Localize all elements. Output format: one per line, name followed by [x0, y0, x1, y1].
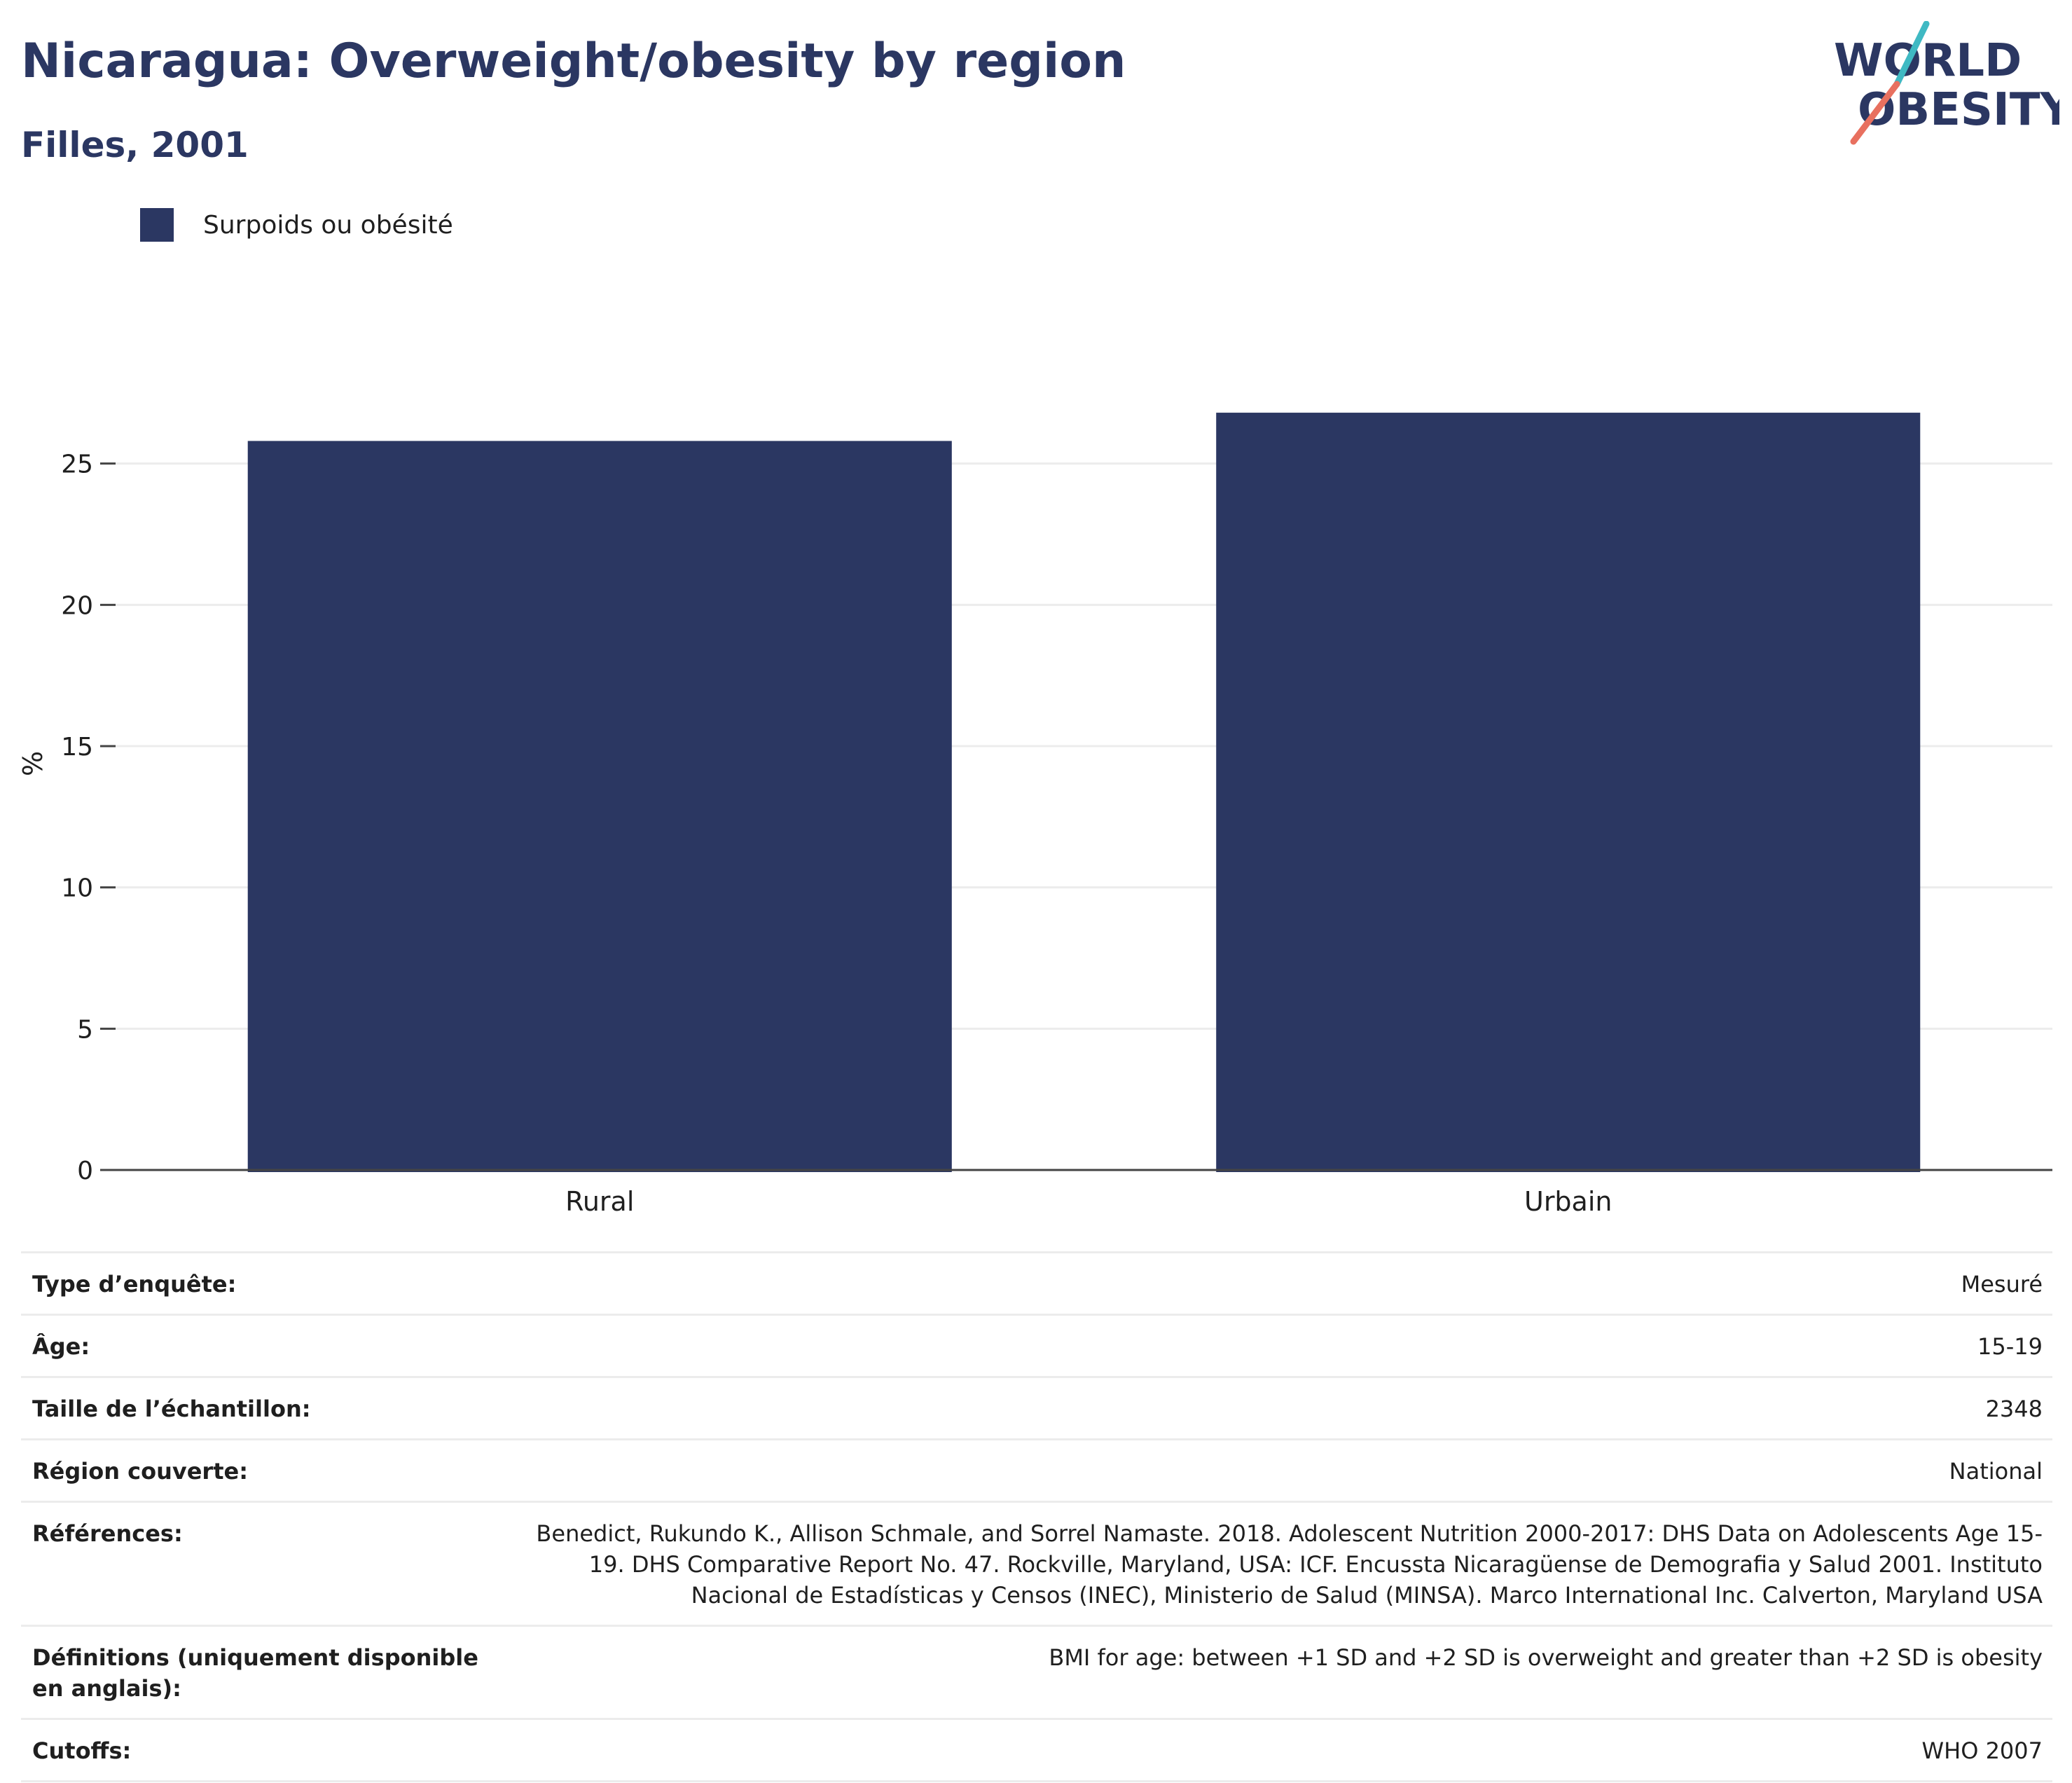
info-row: Définitions (uniquement disponible en an… — [21, 1625, 2052, 1720]
info-row: Taille de l’échantillon: 2348 — [21, 1377, 2052, 1440]
info-value: 15-19 — [490, 1314, 2052, 1378]
chart-legend: Surpoids ou obésité — [140, 207, 453, 242]
info-key: Définitions (uniquement disponible en an… — [21, 1625, 490, 1720]
info-value: BMI for age: between +1 SD and +2 SD is … — [490, 1625, 2052, 1720]
info-value: Benedict, Rukundo K., Allison Schmale, a… — [490, 1501, 2052, 1627]
x-axis-ticks: Rural Urbain — [565, 1186, 1612, 1217]
info-key: Références: — [21, 1501, 490, 1627]
y-tick-label: 25 — [61, 450, 93, 479]
info-row: Région couverte: National — [21, 1439, 2052, 1503]
y-axis-label: % — [18, 751, 48, 776]
info-row: Références: Benedict, Rukundo K., Allison… — [21, 1501, 2052, 1627]
info-row: Âge: 15-19 — [21, 1314, 2052, 1378]
info-key: Taille de l’échantillon: — [21, 1377, 490, 1440]
y-tick-label: 15 — [61, 733, 93, 762]
legend-label: Surpoids ou obésité — [203, 210, 453, 240]
info-key: Cutoffs: — [21, 1719, 490, 1782]
bars — [247, 413, 1921, 1172]
legend-swatch — [140, 208, 174, 242]
y-axis-ticks: 0 5 10 15 20 25 — [61, 450, 116, 1185]
world-obesity-logo: WORLD OBESITY — [1834, 21, 2059, 145]
info-value: National — [490, 1439, 2052, 1503]
survey-info-table: Type d’enquête: Mesuré Âge: 15-19 Taille de … — [21, 1251, 2052, 1782]
info-value: Mesuré — [490, 1251, 2052, 1316]
info-row: Cutoffs: WHO 2007 — [21, 1719, 2052, 1782]
info-value: WHO 2007 — [490, 1719, 2052, 1782]
y-tick-label: 5 — [77, 1015, 93, 1044]
y-tick-label: 20 — [61, 591, 93, 620]
svg-text:WORLD: WORLD — [1834, 35, 2022, 87]
info-key: Type d’enquête: — [21, 1251, 490, 1316]
chart-subtitle: Filles, 2001 — [21, 125, 249, 165]
bar-rural[interactable] — [247, 441, 952, 1172]
chart-title: Nicaragua: Overweight/obesity by region — [21, 34, 1126, 89]
bar-chart: 0 5 10 15 20 25 Rural Urbain % — [18, 413, 2052, 1217]
info-value: 2348 — [490, 1377, 2052, 1440]
info-key: Âge: — [21, 1314, 490, 1378]
info-row: Type d’enquête: Mesuré — [21, 1251, 2052, 1316]
y-tick-label: 0 — [77, 1157, 93, 1185]
bar-urbain[interactable] — [1216, 413, 1921, 1172]
x-tick-label: Urbain — [1524, 1186, 1612, 1217]
info-key: Région couverte: — [21, 1439, 490, 1503]
x-tick-label: Rural — [565, 1186, 634, 1217]
y-tick-label: 10 — [61, 874, 93, 903]
